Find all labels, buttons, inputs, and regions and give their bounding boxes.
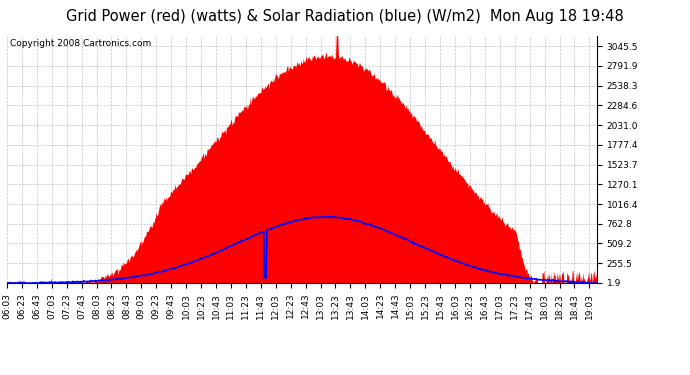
Text: Copyright 2008 Cartronics.com: Copyright 2008 Cartronics.com	[10, 39, 151, 48]
Text: Grid Power (red) (watts) & Solar Radiation (blue) (W/m2)  Mon Aug 18 19:48: Grid Power (red) (watts) & Solar Radiati…	[66, 9, 624, 24]
